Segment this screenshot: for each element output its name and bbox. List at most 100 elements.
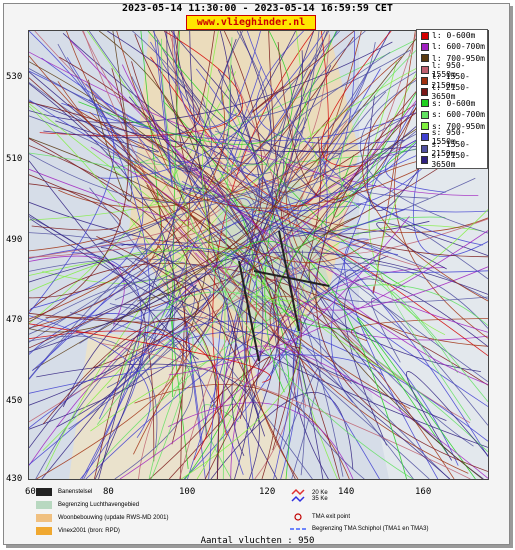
legend-item: l: 700-950m bbox=[417, 53, 487, 64]
legend-swatch bbox=[421, 31, 429, 40]
site-badge[interactable]: www.vlieghinder.nl bbox=[186, 15, 316, 30]
flight-track bbox=[313, 31, 391, 179]
flight-track bbox=[36, 316, 183, 479]
legend-label: Vinex2001 (bron: RPD) bbox=[58, 528, 120, 534]
legend-swatch bbox=[421, 76, 429, 85]
legend-swatch bbox=[421, 99, 429, 108]
flight-track bbox=[98, 320, 488, 442]
flight-track bbox=[29, 185, 376, 380]
flight-track bbox=[29, 174, 121, 231]
legend-swatch bbox=[421, 42, 429, 51]
flight-track bbox=[377, 194, 488, 286]
legend-item: l: 600-700m bbox=[417, 41, 487, 52]
flight-track bbox=[168, 356, 271, 479]
legend-swatch bbox=[421, 54, 429, 63]
flight-track bbox=[174, 160, 488, 457]
flight-track bbox=[29, 101, 277, 306]
flight-track bbox=[173, 273, 414, 479]
flight-track bbox=[327, 249, 488, 303]
flight-track bbox=[344, 278, 488, 446]
page-title: 2023-05-14 11:30:00 - 2023-05-14 16:59:5… bbox=[122, 3, 393, 14]
flight-track bbox=[195, 68, 301, 479]
urban-area-south bbox=[69, 331, 289, 479]
flight-track bbox=[201, 404, 239, 479]
flight-track bbox=[90, 356, 246, 479]
flight-track bbox=[41, 284, 197, 479]
flight-track bbox=[29, 152, 459, 374]
flight-track bbox=[29, 218, 488, 448]
map-legend-item: Woonbebouwing (update RWS-MD 2001) bbox=[36, 514, 169, 522]
x-tick-label: 140 bbox=[338, 487, 355, 497]
flight-track bbox=[29, 55, 369, 263]
flight-track bbox=[29, 82, 212, 170]
flight-track bbox=[160, 38, 413, 479]
flight-track bbox=[132, 31, 344, 477]
flight-track bbox=[99, 342, 471, 479]
flight-track bbox=[29, 86, 225, 320]
legend-item: s: 700-950m bbox=[417, 120, 487, 131]
legend-item: s: 600-700m bbox=[417, 109, 487, 120]
flight-track bbox=[29, 249, 187, 451]
flight-track bbox=[251, 31, 355, 113]
flight-track bbox=[42, 318, 219, 479]
flight-track bbox=[376, 222, 488, 270]
legend-swatch bbox=[421, 155, 429, 164]
legend-label: s: 2150-3650m bbox=[431, 150, 470, 169]
flight-track bbox=[119, 215, 410, 479]
tma-exit-icon bbox=[294, 513, 302, 521]
flight-track bbox=[29, 68, 322, 365]
flight-track bbox=[29, 105, 220, 391]
legend-label: l: 0-600m bbox=[432, 31, 476, 41]
y-tick-label: 470 bbox=[6, 315, 23, 325]
flight-track bbox=[241, 31, 330, 418]
flight-track bbox=[29, 236, 199, 323]
flight-track bbox=[97, 31, 232, 245]
flight-track bbox=[82, 31, 352, 383]
flight-track bbox=[357, 317, 476, 479]
flight-track bbox=[29, 249, 279, 433]
legend-label: TMA exit point bbox=[312, 514, 351, 520]
legend-label: l: 600-700m bbox=[432, 42, 485, 52]
flight-track bbox=[29, 117, 404, 343]
flight-track bbox=[29, 117, 305, 204]
flight-track bbox=[168, 402, 354, 479]
flight-track bbox=[246, 31, 483, 246]
flight-track bbox=[121, 64, 488, 333]
flight-track bbox=[208, 298, 230, 479]
flight-track bbox=[240, 31, 340, 176]
legend-item: l: 1550-2150m bbox=[417, 72, 487, 90]
flight-count: Aantal vluchten : 950 bbox=[200, 536, 315, 546]
flight-track bbox=[62, 251, 488, 408]
flight-track bbox=[202, 31, 294, 302]
flight-track bbox=[88, 31, 303, 270]
legend-label: l: 1550-2150m bbox=[431, 71, 470, 90]
legend-swatch bbox=[421, 122, 429, 131]
legend-label: Woonbebouwing (update RWS-MD 2001) bbox=[58, 515, 169, 521]
flight-track bbox=[256, 94, 488, 199]
flight-track bbox=[291, 266, 488, 311]
map-legend: Banenstelsel Begrenzing Luchthavengebied… bbox=[28, 480, 487, 538]
flight-track bbox=[181, 294, 302, 479]
legend-swatch bbox=[36, 527, 52, 535]
flight-track bbox=[29, 315, 151, 439]
flight-track bbox=[29, 86, 462, 353]
legend-item: s: 950-1550m bbox=[417, 128, 487, 146]
flight-track bbox=[271, 31, 362, 237]
legend-item: l: 950-1550m bbox=[417, 61, 487, 79]
flight-track bbox=[126, 262, 488, 390]
flight-track bbox=[255, 31, 406, 145]
flight-track bbox=[94, 333, 155, 479]
flight-track bbox=[29, 354, 384, 394]
flight-track bbox=[296, 31, 397, 199]
y-tick-label: 530 bbox=[6, 72, 23, 82]
flight-track bbox=[41, 57, 488, 213]
flight-track bbox=[116, 31, 469, 474]
legend-swatch bbox=[421, 65, 429, 74]
legend-label: Begrenzing TMA Schiphol (TMA1 en TMA3) bbox=[312, 526, 429, 532]
flight-track bbox=[148, 216, 446, 479]
legend-label: s: 700-950m bbox=[432, 121, 485, 131]
flight-track bbox=[67, 103, 488, 233]
flight-track bbox=[131, 31, 215, 148]
flight-track bbox=[186, 165, 264, 479]
flight-track bbox=[29, 83, 175, 428]
